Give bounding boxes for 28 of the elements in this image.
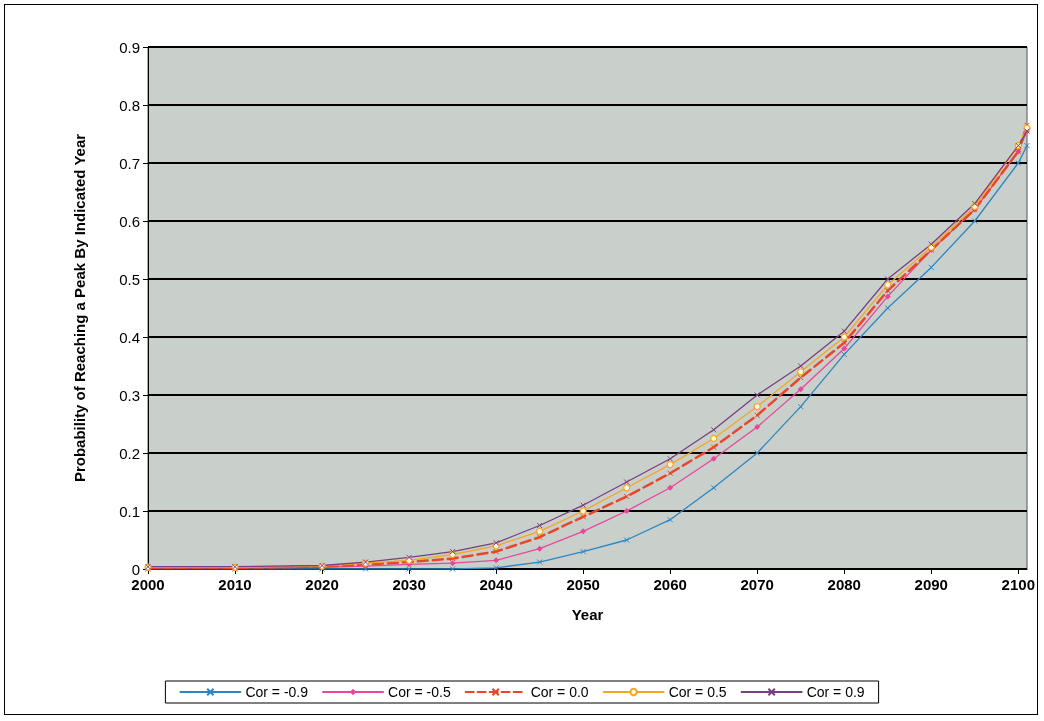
x-tick-label: 2040 <box>479 576 513 593</box>
y-axis-title: Probability of Reaching a Peak By Indicated Year <box>71 133 88 483</box>
x-tick-label: 2060 <box>653 576 687 593</box>
x-tick-label: 2030 <box>392 576 426 593</box>
y-tick-label: 0.8 <box>119 96 140 114</box>
x-tick-label: 2020 <box>305 576 339 593</box>
x-tick-label: 2050 <box>566 576 600 593</box>
y-tick-label: 0.1 <box>119 502 140 520</box>
x-tick-label: 2100 <box>1001 576 1035 593</box>
x-axis-title: Year <box>571 606 604 623</box>
x-tick-label: 2010 <box>218 576 252 593</box>
y-tick-label: 0.7 <box>119 154 140 172</box>
y-tick-label: 0.9 <box>119 38 140 56</box>
legend-label: Cor = -0.5 <box>388 684 451 700</box>
y-tick-label: 0.6 <box>119 212 140 230</box>
y-tick-label: 0.4 <box>119 328 140 346</box>
legend-label: Cor = 0.5 <box>668 684 727 700</box>
y-tick-label: 0.2 <box>119 444 140 462</box>
y-tick-label: 0.5 <box>119 270 140 288</box>
x-tick-label: 2090 <box>914 576 948 593</box>
legend-label: Cor = 0.0 <box>530 684 589 700</box>
x-tick-label: 2070 <box>740 576 774 593</box>
y-tick-label: 0 <box>131 560 140 578</box>
y-tick-label: 0.3 <box>119 386 140 404</box>
legend-label: Cor = 0.9 <box>806 684 865 700</box>
x-tick-label: 2000 <box>131 576 165 593</box>
x-tick-label: 2080 <box>827 576 861 593</box>
legend-label: Cor = -0.9 <box>245 684 309 700</box>
